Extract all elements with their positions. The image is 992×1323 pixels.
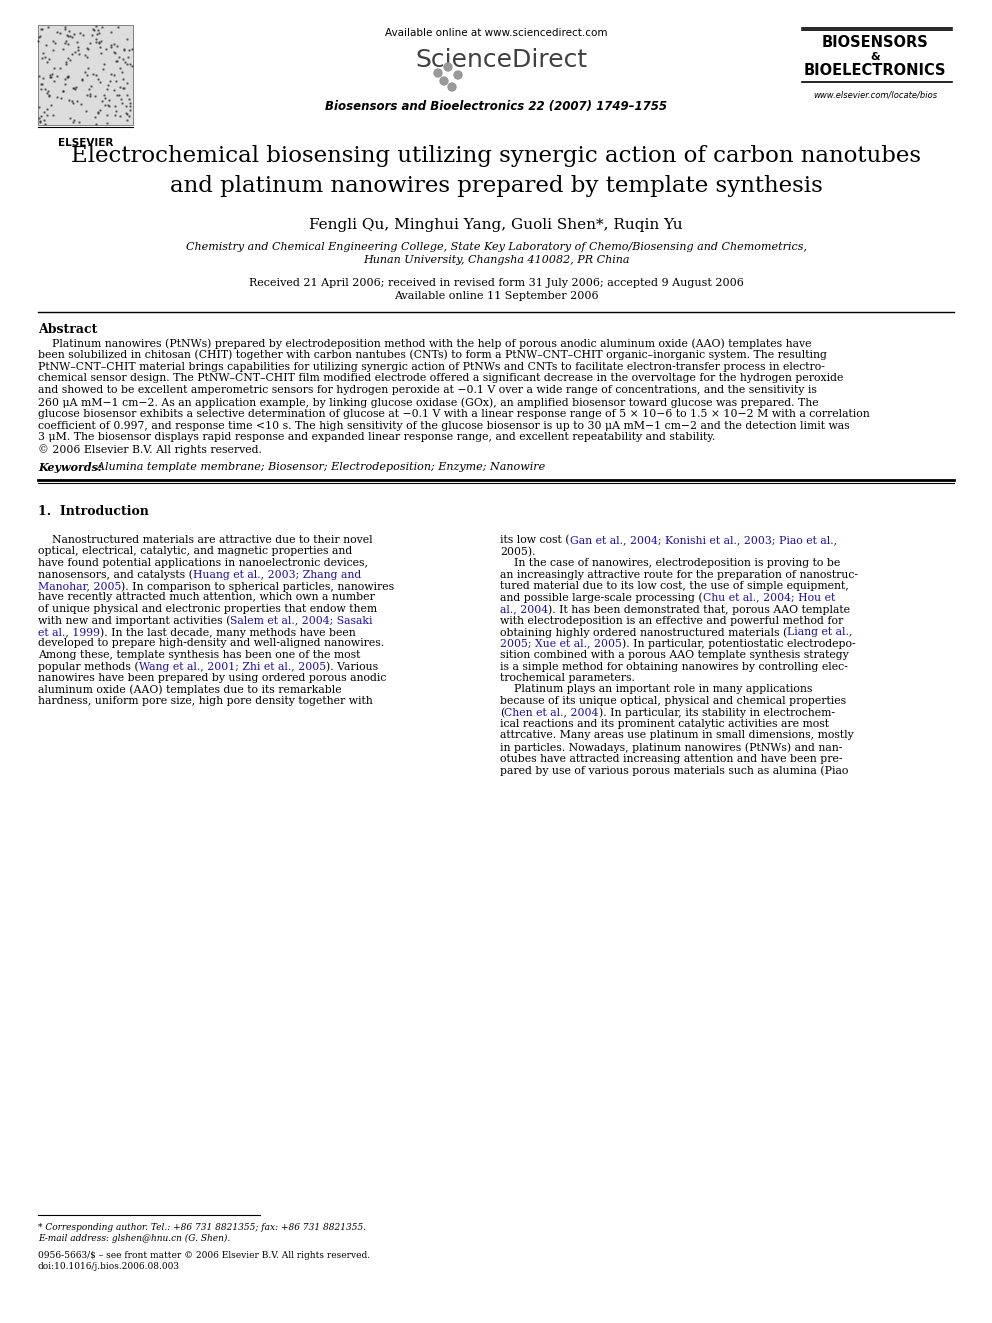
Text: Electrochemical biosensing utilizing synergic action of carbon nanotubes
and pla: Electrochemical biosensing utilizing syn… <box>71 146 921 197</box>
Text: Abstract: Abstract <box>38 323 97 336</box>
Text: Received 21 April 2006; received in revised form 31 July 2006; accepted 9 August: Received 21 April 2006; received in revi… <box>249 278 743 288</box>
Text: 1.  Introduction: 1. Introduction <box>38 505 149 519</box>
Text: Huang et al., 2003; Zhang and: Huang et al., 2003; Zhang and <box>193 569 361 579</box>
Text: attrcative. Many areas use platinum in small dimensions, mostly: attrcative. Many areas use platinum in s… <box>500 730 854 741</box>
Text: Chu et al., 2004; Hou et: Chu et al., 2004; Hou et <box>702 593 835 602</box>
Text: pared by use of various porous materials such as alumina (Piao: pared by use of various porous materials… <box>500 765 848 775</box>
Text: 260 μA mM−1 cm−2. As an application example, by linking glucose oxidase (GOx), a: 260 μA mM−1 cm−2. As an application exam… <box>38 397 818 407</box>
Text: coefficient of 0.997, and response time <10 s. The high sensitivity of the gluco: coefficient of 0.997, and response time … <box>38 421 849 430</box>
Text: Chemistry and Chemical Engineering College, State Key Laboratory of Chemo/Biosen: Chemistry and Chemical Engineering Colle… <box>186 242 806 251</box>
Text: ). Various: ). Various <box>326 662 378 672</box>
Text: www.elsevier.com/locate/bios: www.elsevier.com/locate/bios <box>812 90 937 99</box>
Text: ical reactions and its prominent catalytic activities are most: ical reactions and its prominent catalyt… <box>500 718 829 729</box>
Text: Keywords:: Keywords: <box>38 462 102 474</box>
Text: Liang et al.,: Liang et al., <box>788 627 853 636</box>
Text: and possible large-scale processing (: and possible large-scale processing ( <box>500 593 702 603</box>
Circle shape <box>440 77 448 85</box>
Text: trochemical parameters.: trochemical parameters. <box>500 673 635 683</box>
Text: © 2006 Elsevier B.V. All rights reserved.: © 2006 Elsevier B.V. All rights reserved… <box>38 445 262 455</box>
Text: Gan et al., 2004; Konishi et al., 2003; Piao et al.,: Gan et al., 2004; Konishi et al., 2003; … <box>569 534 836 545</box>
Text: 3 μM. The biosensor displays rapid response and expanded linear response range, : 3 μM. The biosensor displays rapid respo… <box>38 433 715 442</box>
Text: (: ( <box>500 708 504 718</box>
Text: obtaining highly ordered nanostructured materials (: obtaining highly ordered nanostructured … <box>500 627 788 638</box>
Text: In the case of nanowires, electrodeposition is proving to be: In the case of nanowires, electrodeposit… <box>500 558 840 568</box>
Text: 2005).: 2005). <box>500 546 536 557</box>
Text: Manohar, 2005: Manohar, 2005 <box>38 581 121 591</box>
Text: because of its unique optical, physical and chemical properties: because of its unique optical, physical … <box>500 696 846 706</box>
Text: Salem et al., 2004; Sasaki: Salem et al., 2004; Sasaki <box>230 615 373 626</box>
Text: 2005; Xue et al., 2005: 2005; Xue et al., 2005 <box>500 639 622 648</box>
Text: popular methods (: popular methods ( <box>38 662 139 672</box>
Text: 0956-5663/$ – see front matter © 2006 Elsevier B.V. All rights reserved.: 0956-5663/$ – see front matter © 2006 El… <box>38 1252 370 1259</box>
Text: Alumina template membrane; Biosensor; Electrodeposition; Enzyme; Nanowire: Alumina template membrane; Biosensor; El… <box>90 462 546 472</box>
Text: otubes have attracted increasing attention and have been pre-: otubes have attracted increasing attenti… <box>500 754 842 763</box>
Text: PtNW–CNT–CHIT material brings capabilities for utilizing synergic action of PtNW: PtNW–CNT–CHIT material brings capabiliti… <box>38 361 825 372</box>
Text: chemical sensor design. The PtNW–CNT–CHIT film modified electrode offered a sign: chemical sensor design. The PtNW–CNT–CHI… <box>38 373 843 384</box>
Text: Available online 11 September 2006: Available online 11 September 2006 <box>394 291 598 302</box>
Text: of unique physical and electronic properties that endow them: of unique physical and electronic proper… <box>38 605 377 614</box>
Text: Fengli Qu, Minghui Yang, Guoli Shen*, Ruqin Yu: Fengli Qu, Minghui Yang, Guoli Shen*, Ru… <box>310 218 682 232</box>
Text: Wang et al., 2001; Zhi et al., 2005: Wang et al., 2001; Zhi et al., 2005 <box>139 662 326 672</box>
Text: ). In particular, potentiostatic electrodepo-: ). In particular, potentiostatic electro… <box>622 639 855 650</box>
Circle shape <box>448 83 456 91</box>
Bar <box>38 25 133 124</box>
Text: in particles. Nowadays, platinum nanowires (PtNWs) and nan-: in particles. Nowadays, platinum nanowir… <box>500 742 842 753</box>
Text: been solubilized in chitosan (CHIT) together with carbon nantubes (CNTs) to form: been solubilized in chitosan (CHIT) toge… <box>38 349 827 360</box>
Text: Biosensors and Bioelectronics 22 (2007) 1749–1755: Biosensors and Bioelectronics 22 (2007) … <box>325 101 667 112</box>
Circle shape <box>434 69 442 77</box>
Text: Available online at www.sciencedirect.com: Available online at www.sciencedirect.co… <box>385 28 607 38</box>
Circle shape <box>444 64 452 71</box>
Text: ). It has been demonstrated that, porous AAO template: ). It has been demonstrated that, porous… <box>549 605 850 615</box>
Text: Among these, template synthesis has been one of the most: Among these, template synthesis has been… <box>38 650 360 660</box>
Text: Chen et al., 2004: Chen et al., 2004 <box>504 708 599 717</box>
Text: have found potential applications in nanoelectronic devices,: have found potential applications in nan… <box>38 558 368 568</box>
Text: sition combined with a porous AAO template synthesis strategy: sition combined with a porous AAO templa… <box>500 650 849 660</box>
Text: BIOELECTRONICS: BIOELECTRONICS <box>804 64 946 78</box>
Text: ScienceDirect: ScienceDirect <box>415 48 587 71</box>
Text: an increasingly attractive route for the preparation of nanostruc-: an increasingly attractive route for the… <box>500 569 858 579</box>
Text: and showed to be excellent amperometric sensors for hydrogen peroxide at −0.1 V : and showed to be excellent amperometric … <box>38 385 816 396</box>
Text: have recently attracted much attention, which own a number: have recently attracted much attention, … <box>38 593 375 602</box>
Text: optical, electrical, catalytic, and magnetic properties and: optical, electrical, catalytic, and magn… <box>38 546 352 557</box>
Text: et al., 1999: et al., 1999 <box>38 627 100 636</box>
Circle shape <box>454 71 462 79</box>
Text: Platinum nanowires (PtNWs) prepared by electrodeposition method with the help of: Platinum nanowires (PtNWs) prepared by e… <box>38 337 811 348</box>
Text: ). In the last decade, many methods have been: ). In the last decade, many methods have… <box>100 627 356 638</box>
Text: ). In particular, its stability in electrochem-: ). In particular, its stability in elect… <box>599 708 834 718</box>
Text: nanowires have been prepared by using ordered porous anodic: nanowires have been prepared by using or… <box>38 673 386 683</box>
Text: hardness, uniform pore size, high pore density together with: hardness, uniform pore size, high pore d… <box>38 696 373 706</box>
Text: E-mail address: glshen@hnu.cn (G. Shen).: E-mail address: glshen@hnu.cn (G. Shen). <box>38 1234 230 1244</box>
Text: ). In comparison to spherical particles, nanowires: ). In comparison to spherical particles,… <box>121 581 395 591</box>
Text: Nanostructured materials are attractive due to their novel: Nanostructured materials are attractive … <box>38 534 373 545</box>
Text: developed to prepare high-density and well-aligned nanowires.: developed to prepare high-density and we… <box>38 639 384 648</box>
Text: is a simple method for obtaining nanowires by controlling elec-: is a simple method for obtaining nanowir… <box>500 662 848 672</box>
Text: * Corresponding author. Tel.: +86 731 8821355; fax: +86 731 8821355.: * Corresponding author. Tel.: +86 731 88… <box>38 1222 366 1232</box>
Text: with electrodeposition is an effective and powerful method for: with electrodeposition is an effective a… <box>500 615 843 626</box>
Text: &: & <box>870 52 880 62</box>
Text: Hunan University, Changsha 410082, PR China: Hunan University, Changsha 410082, PR Ch… <box>363 255 629 265</box>
Text: with new and important activities (: with new and important activities ( <box>38 615 230 626</box>
Text: ELSEVIER: ELSEVIER <box>58 138 113 148</box>
Text: al., 2004: al., 2004 <box>500 605 549 614</box>
Text: tured material due to its low cost, the use of simple equipment,: tured material due to its low cost, the … <box>500 581 849 591</box>
Text: its low cost (: its low cost ( <box>500 534 569 545</box>
Text: nanosensors, and catalysts (: nanosensors, and catalysts ( <box>38 569 193 579</box>
Text: BIOSENSORS: BIOSENSORS <box>821 34 929 50</box>
Text: doi:10.1016/j.bios.2006.08.003: doi:10.1016/j.bios.2006.08.003 <box>38 1262 180 1271</box>
Text: glucose biosensor exhibits a selective determination of glucose at −0.1 V with a: glucose biosensor exhibits a selective d… <box>38 409 870 419</box>
Text: aluminum oxide (AAO) templates due to its remarkable: aluminum oxide (AAO) templates due to it… <box>38 684 341 695</box>
Text: Platinum plays an important role in many applications: Platinum plays an important role in many… <box>500 684 812 695</box>
